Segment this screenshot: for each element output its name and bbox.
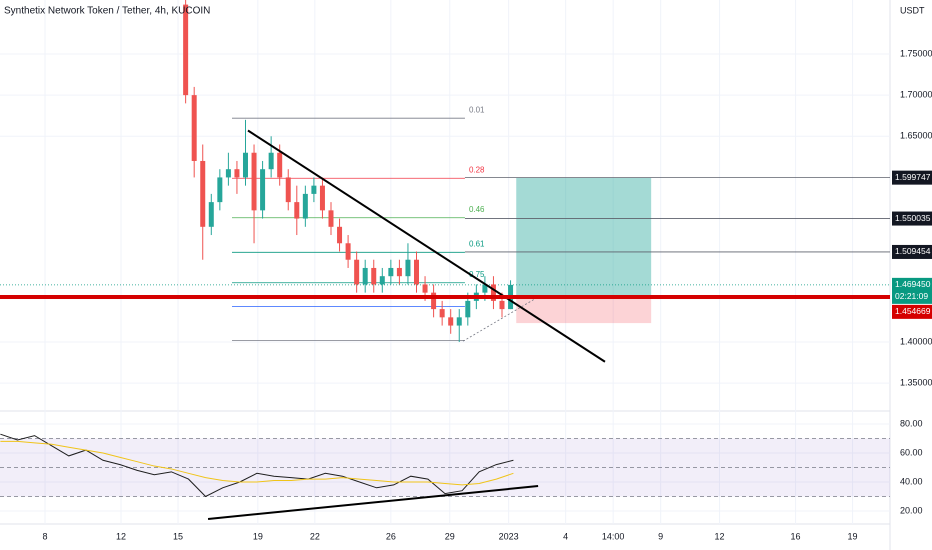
fib-label: 0.28 [469,165,485,174]
candle-body [422,284,428,293]
x-tick-label: 26 [386,531,396,541]
candle-body [200,160,206,227]
price-label-box [892,170,932,185]
candle-body [431,292,437,310]
candle-body [260,169,266,211]
candle-body [234,169,240,178]
position-stop-zone [516,297,652,324]
candle-body [302,193,308,219]
y-tick-label: 20.00 [900,505,923,515]
candle-body [405,259,411,277]
x-tick-label: 8 [43,531,48,541]
candle-body [337,226,343,244]
candle-body [225,169,231,178]
last-price-label: 1.469450 [895,279,931,289]
y-tick-label: 1.750000 [900,48,932,58]
y-tick-label: 1.650000 [900,131,932,141]
candle-body [413,259,419,285]
candle-body [499,300,505,310]
candle-body [465,300,471,318]
x-tick-label: 14:00 [602,531,625,541]
candle-body [294,202,300,219]
candle-body [396,267,402,277]
price-label-box [892,244,932,259]
candle-body [217,177,223,203]
price-label: 1.599747 [895,172,931,182]
candle-body [319,185,325,211]
rsi-trendline [207,485,539,520]
alert-price-box [892,304,932,319]
candle-body [191,95,197,161]
candle-body [371,267,377,285]
fib-label: 0.61 [469,239,485,248]
fib-label: 0.46 [469,205,485,214]
candle-body [251,152,257,211]
rsi-line [0,440,514,486]
x-tick-label: 15 [173,531,183,541]
countdown: 02:21:09 [895,291,928,301]
candle-body [311,185,317,194]
candle-body [285,177,291,203]
fib-label: 0.75 [469,270,485,279]
y-tick-label: 80.00 [900,418,923,428]
x-tick-label: 4 [563,531,568,541]
y-tick-label: 40.00 [900,476,923,486]
position-target-zone [516,177,652,298]
last-price-box [892,277,932,304]
x-tick-label: 19 [848,531,858,541]
y-tick-label: 1.400000 [900,336,932,346]
candle-body [268,152,274,170]
candle-body [208,202,214,227]
y-tick-label: 1.350000 [900,378,932,388]
candle-body [379,276,385,285]
candle-body [456,317,462,326]
x-tick-label: 9 [658,531,663,541]
x-tick-label: 22 [310,531,320,541]
x-tick-label: 12 [116,531,126,541]
y-tick-label: 1.700000 [900,90,932,100]
chart-title: Synthetix Network Token / Tether, 4h, KU… [4,6,210,17]
alert-price-label: 1.454669 [895,306,931,316]
price-label: 1.509454 [895,246,931,256]
y-unit: USDT [900,5,925,15]
candle-body [183,4,189,96]
candle-body [388,267,394,277]
candle-body [242,152,248,178]
x-tick-label: 16 [791,531,801,541]
candle-body [362,267,368,285]
trendline [462,296,539,342]
price-label-box [892,211,932,226]
candle-body [328,210,334,227]
candle-body [448,317,454,326]
trendline [247,129,606,363]
candle-body [490,284,496,301]
candle-body [354,259,360,285]
candle-body [345,243,351,260]
candle-body [482,284,488,293]
x-tick-label: 29 [445,531,455,541]
x-tick-label: 19 [253,531,263,541]
fib-label: 0.01 [469,105,485,114]
x-tick-label: 2023 [499,531,519,541]
candle-body [277,152,283,178]
candle-body [439,309,445,318]
y-tick-label: 60.00 [900,447,923,457]
price-label: 1.550035 [895,213,931,223]
x-tick-label: 12 [715,531,725,541]
